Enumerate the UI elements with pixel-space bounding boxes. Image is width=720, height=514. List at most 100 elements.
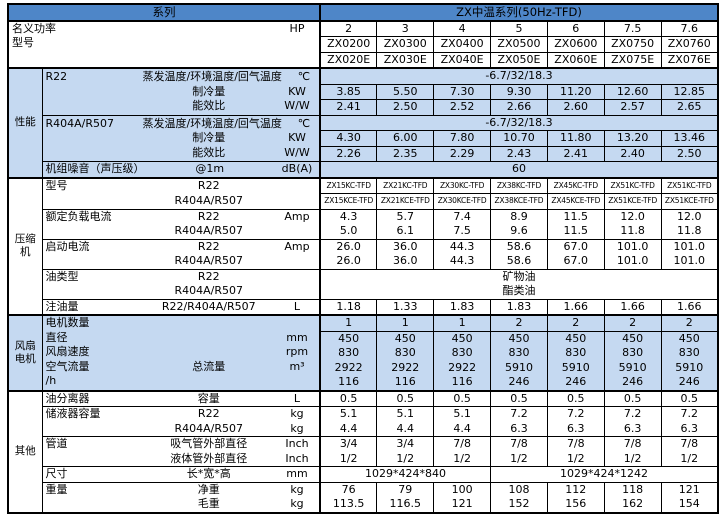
cell-value: 2.35	[376, 145, 435, 162]
cell-value: 4	[433, 20, 492, 37]
cell-value: 2	[660, 314, 719, 332]
cell-value: 5.1 4.4	[433, 406, 492, 437]
cell-value: 1.66	[546, 298, 605, 316]
cell-value: 0.5	[490, 390, 548, 407]
cell-value: 12.85	[660, 83, 719, 100]
oil-separator-row-label: 油分离器 容量 L	[41, 390, 321, 407]
cell-value: 3	[376, 20, 435, 37]
cell-value: 7/8 1/2	[490, 436, 548, 467]
cell-value: 2	[603, 314, 662, 332]
cell-value: 2.50	[376, 99, 435, 116]
nominal-power-model-cell: 名义功率 HP 型号	[7, 20, 321, 69]
table-row: 额定负载电流 R22 Amp R404A/R507 4.3 5.0 5.7 6.1 7.…	[8, 208, 719, 240]
table-row: 名义功率 HP 型号 2 3 4 5 6 7.5 7.6	[7, 20, 719, 69]
cell-value: 2.43	[490, 145, 548, 162]
cell-value: ZX075E	[603, 51, 662, 69]
cell-span-value: -6.7/32/18.3	[319, 67, 719, 85]
cell-value: 2.60	[546, 99, 605, 116]
cell-value: 7.4 7.5	[433, 208, 492, 240]
table-row: 系列 ZX中温系列(50Hz-TFD)	[7, 3, 719, 22]
cell-value: 121 154	[660, 481, 719, 513]
cell-value: ZX51KC-TFD	[603, 177, 662, 194]
cell-value: 112 156	[546, 481, 605, 513]
cell-value: 8.9 9.6	[490, 208, 548, 240]
cell-value: 7.80	[433, 130, 492, 147]
cell-value: ZX51KCE-TFD	[660, 193, 719, 210]
oil-charge-row-label: 注油量 R22/R404A/R507 L	[41, 298, 321, 316]
cell-span-value: 1029*424*840	[319, 466, 492, 483]
cell-value: 2.26	[319, 145, 378, 162]
cell-value: 5	[490, 20, 548, 37]
receiver-row-label: 储液器容量 R22 kg R404A/R507 kg	[41, 406, 321, 437]
cell-value: 1.18	[319, 298, 378, 316]
table-row: 450 830 2922 116 450 830 2922 116 450 830 2922 11…	[8, 330, 719, 392]
spec-table: 系列 ZX中温系列(50Hz-TFD) 名义功率 HP 型号 2 3 4 5 6 …	[7, 3, 719, 514]
cell-value: ZX050E	[490, 51, 548, 69]
cell-value: ZX0200	[319, 36, 378, 53]
cell-value: 12.0 11.8	[660, 208, 719, 240]
capacity-label: 制冷量	[192, 84, 226, 98]
lra-row-label: 启动电流 R22 Amp R404A/R507	[41, 238, 321, 270]
cell-value: 7.30	[433, 83, 492, 100]
cell-value: ZX0760	[660, 36, 719, 53]
cell-value: 5.7 6.1	[376, 208, 435, 240]
cell-value: 100 121	[433, 481, 492, 513]
cell-value: 0.5	[660, 390, 719, 407]
cell-value: 1.33	[376, 298, 435, 316]
table-row: 管道 吸气管外部直径 Inch 液体管外部直径 Inch 3/4 1/2 3/4 1/2 …	[8, 436, 719, 467]
cell-value: 6	[546, 20, 605, 37]
cell-span-value: -6.7/32/18.3	[319, 114, 719, 131]
table-row: 3.85 5.50 7.30 9.30 11.20 12.60 12.85	[8, 83, 719, 100]
cell-value: 0.5	[376, 390, 435, 407]
section-label-fan-motor: 风扇电机	[7, 314, 43, 392]
cell-value: 2.50	[660, 145, 719, 162]
cell-value: 79 116.5	[376, 481, 435, 513]
cell-value: 67.0 67.0	[546, 238, 605, 270]
cell-value: 12.0 11.8	[603, 208, 662, 240]
cell-value: 0.5	[319, 390, 378, 407]
cell-value: 7/8 1/2	[660, 436, 719, 467]
section-label-performance: 性能	[7, 67, 43, 179]
cell-value: 7/8 1/2	[433, 436, 492, 467]
cell-value: 4.3 5.0	[319, 208, 378, 240]
cell-value: 7.5	[603, 20, 662, 37]
cell-value: 3/4 1/2	[319, 436, 378, 467]
table-row: 启动电流 R22 Amp R404A/R507 26.0 26.0 36.0 36.0 …	[8, 238, 719, 270]
cell-value: ZX38KC-TFD	[490, 177, 548, 194]
table-row: 压缩机 型号 R22 R404A/R507 ZX15KC-TFD ZX21KC-T…	[7, 177, 719, 316]
table-row: 尺寸 长*宽*高 mm 1029*424*840 1029*424*1242	[8, 466, 719, 483]
table-row: 2.41 2.50 2.52 2.66 2.60 2.57 2.65	[8, 99, 719, 116]
weight-row-label: 重量 净重 kg 毛重 kg	[41, 481, 321, 513]
cell-value: 118 162	[603, 481, 662, 513]
cell-value: 450 830 5910 246	[546, 330, 605, 392]
cell-value: 10.70	[490, 130, 548, 147]
table-row: 重量 净重 kg 毛重 kg 76 113.5 79 116.5 100 121 108 15…	[8, 481, 719, 513]
cell-span-value: 60	[319, 161, 719, 179]
cell-value: ZX0400	[433, 36, 492, 53]
series-header-label: 系列	[7, 3, 321, 22]
cell-value: 6.00	[376, 130, 435, 147]
cell-value: 11.5 11.5	[546, 208, 605, 240]
perf-r404-group-label: R404A/R507 蒸发温度/环境温度/回气温度 ℃ 制冷量 KW 能效比 W/W	[41, 114, 321, 162]
series-header-value: ZX中温系列(50Hz-TFD)	[319, 3, 719, 22]
cell-value: 5.50	[376, 83, 435, 100]
cell-value: 1.83	[433, 298, 492, 316]
cell-value: 2.41	[319, 99, 378, 116]
cell-value: 450 830 5910 246	[660, 330, 719, 392]
cell-value: 2.40	[603, 145, 662, 162]
cop-label: 能效比	[192, 145, 226, 159]
cell-value: ZX51KC-TFD	[660, 177, 719, 194]
cell-value: 108 152	[490, 481, 548, 513]
cell-value: 7/8 1/2	[603, 436, 662, 467]
cell-value: 450 830 2922 116	[319, 330, 378, 392]
cell-value: 5.1 4.4	[376, 406, 435, 437]
table-row: 风扇电机 电机数量 直径 mm 风扇速度 rpm 空气流量 总流量 m³ /h 1 1 …	[7, 314, 719, 392]
cell-value: ZX020E	[319, 51, 378, 69]
table-row: 其他 油分离器 容量 L 0.5 0.5 0.5 0.5 0.5 0.5 0.5	[7, 390, 719, 513]
nominal-power-label: 名义功率	[12, 21, 56, 35]
cell-value: 44.3 44.3	[433, 238, 492, 270]
cell-value: 450 830 2922 116	[376, 330, 435, 392]
evap-temp-label: 蒸发温度/环境温度/回气温度	[142, 116, 282, 130]
cell-value: 101.0 101.0	[603, 238, 662, 270]
dimensions-row-label: 尺寸 长*宽*高 mm	[41, 466, 321, 483]
